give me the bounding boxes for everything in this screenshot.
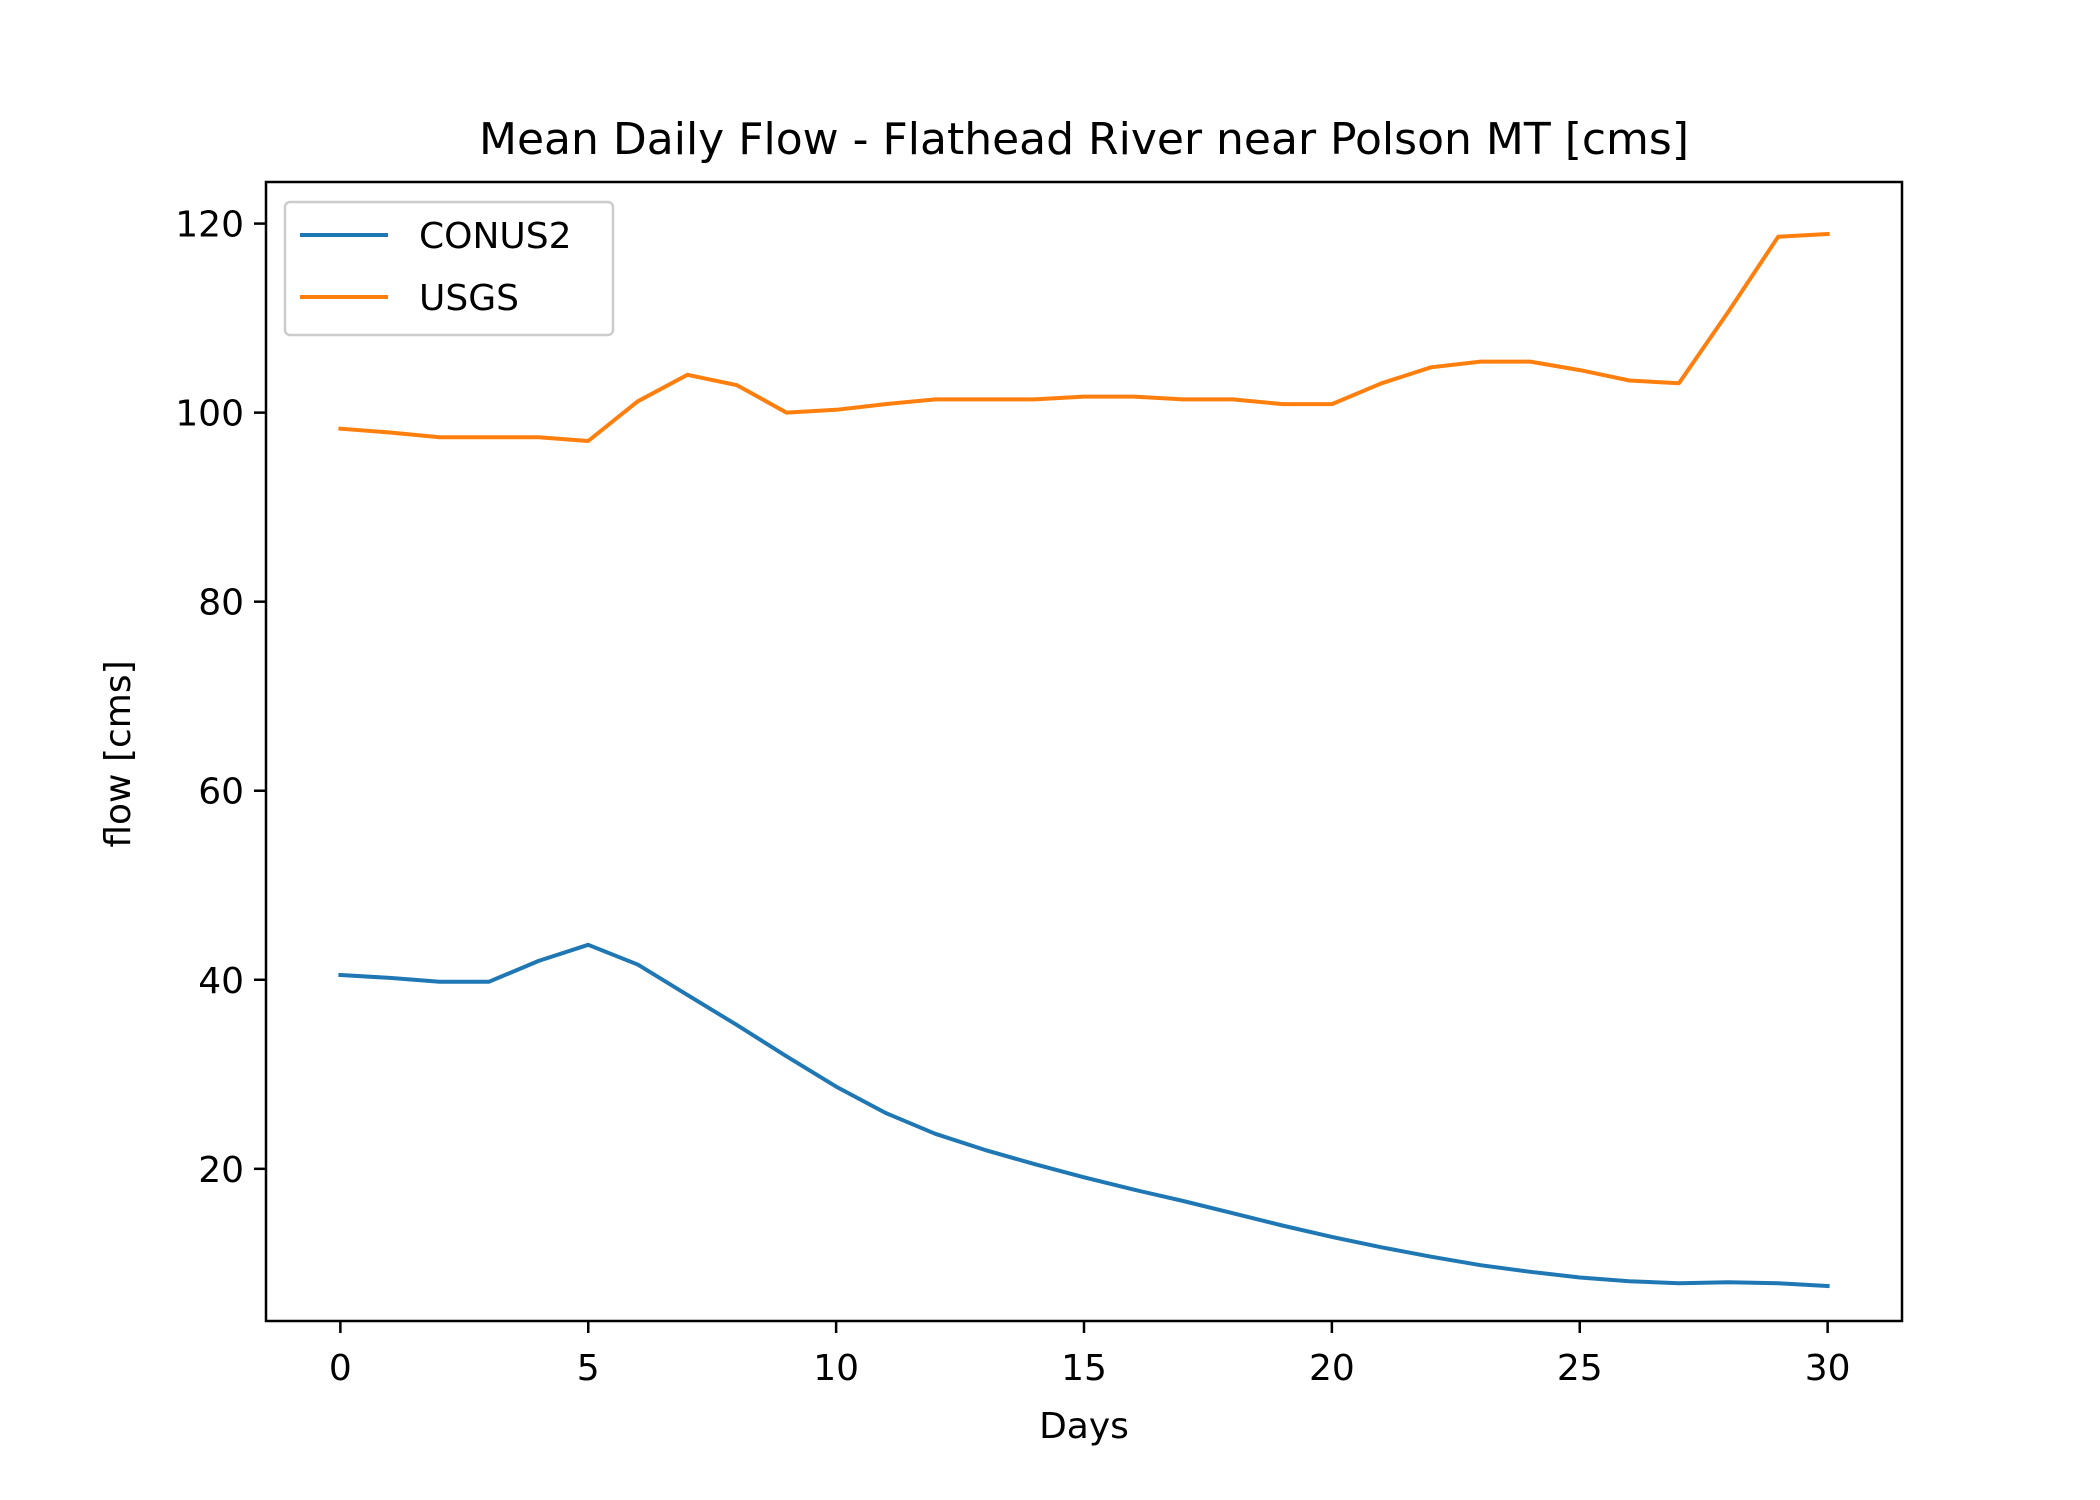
plot-area [338, 231, 1830, 1289]
series-line-usgs [338, 231, 1830, 443]
x-tick-label: 30 [1805, 1348, 1851, 1389]
x-tick-label: 5 [577, 1348, 600, 1389]
series-line-conus2 [338, 942, 1830, 1289]
x-tick-label: 0 [329, 1348, 352, 1389]
x-tick-label: 10 [813, 1348, 859, 1389]
x-tick-label: 20 [1309, 1348, 1355, 1389]
y-tick-label: 20 [198, 1150, 244, 1191]
x-tick-label: 15 [1061, 1348, 1107, 1389]
x-axis-label: Days [1039, 1406, 1129, 1447]
y-axis-label: flow [cms] [98, 660, 139, 847]
y-tick-label: 80 [198, 583, 244, 624]
legend: CONUS2 USGS [283, 200, 615, 337]
y-tick-label: 60 [198, 772, 244, 813]
chart-title: Mean Daily Flow - Flathead River near Po… [479, 114, 1689, 165]
legend-label-usgs: USGS [419, 278, 519, 319]
x-tick-label: 25 [1557, 1348, 1603, 1389]
y-tick-label: 120 [175, 205, 244, 246]
legend-label-conus2: CONUS2 [419, 216, 572, 257]
y-tick-label: 100 [175, 394, 244, 435]
y-tick-label: 40 [198, 961, 244, 1002]
